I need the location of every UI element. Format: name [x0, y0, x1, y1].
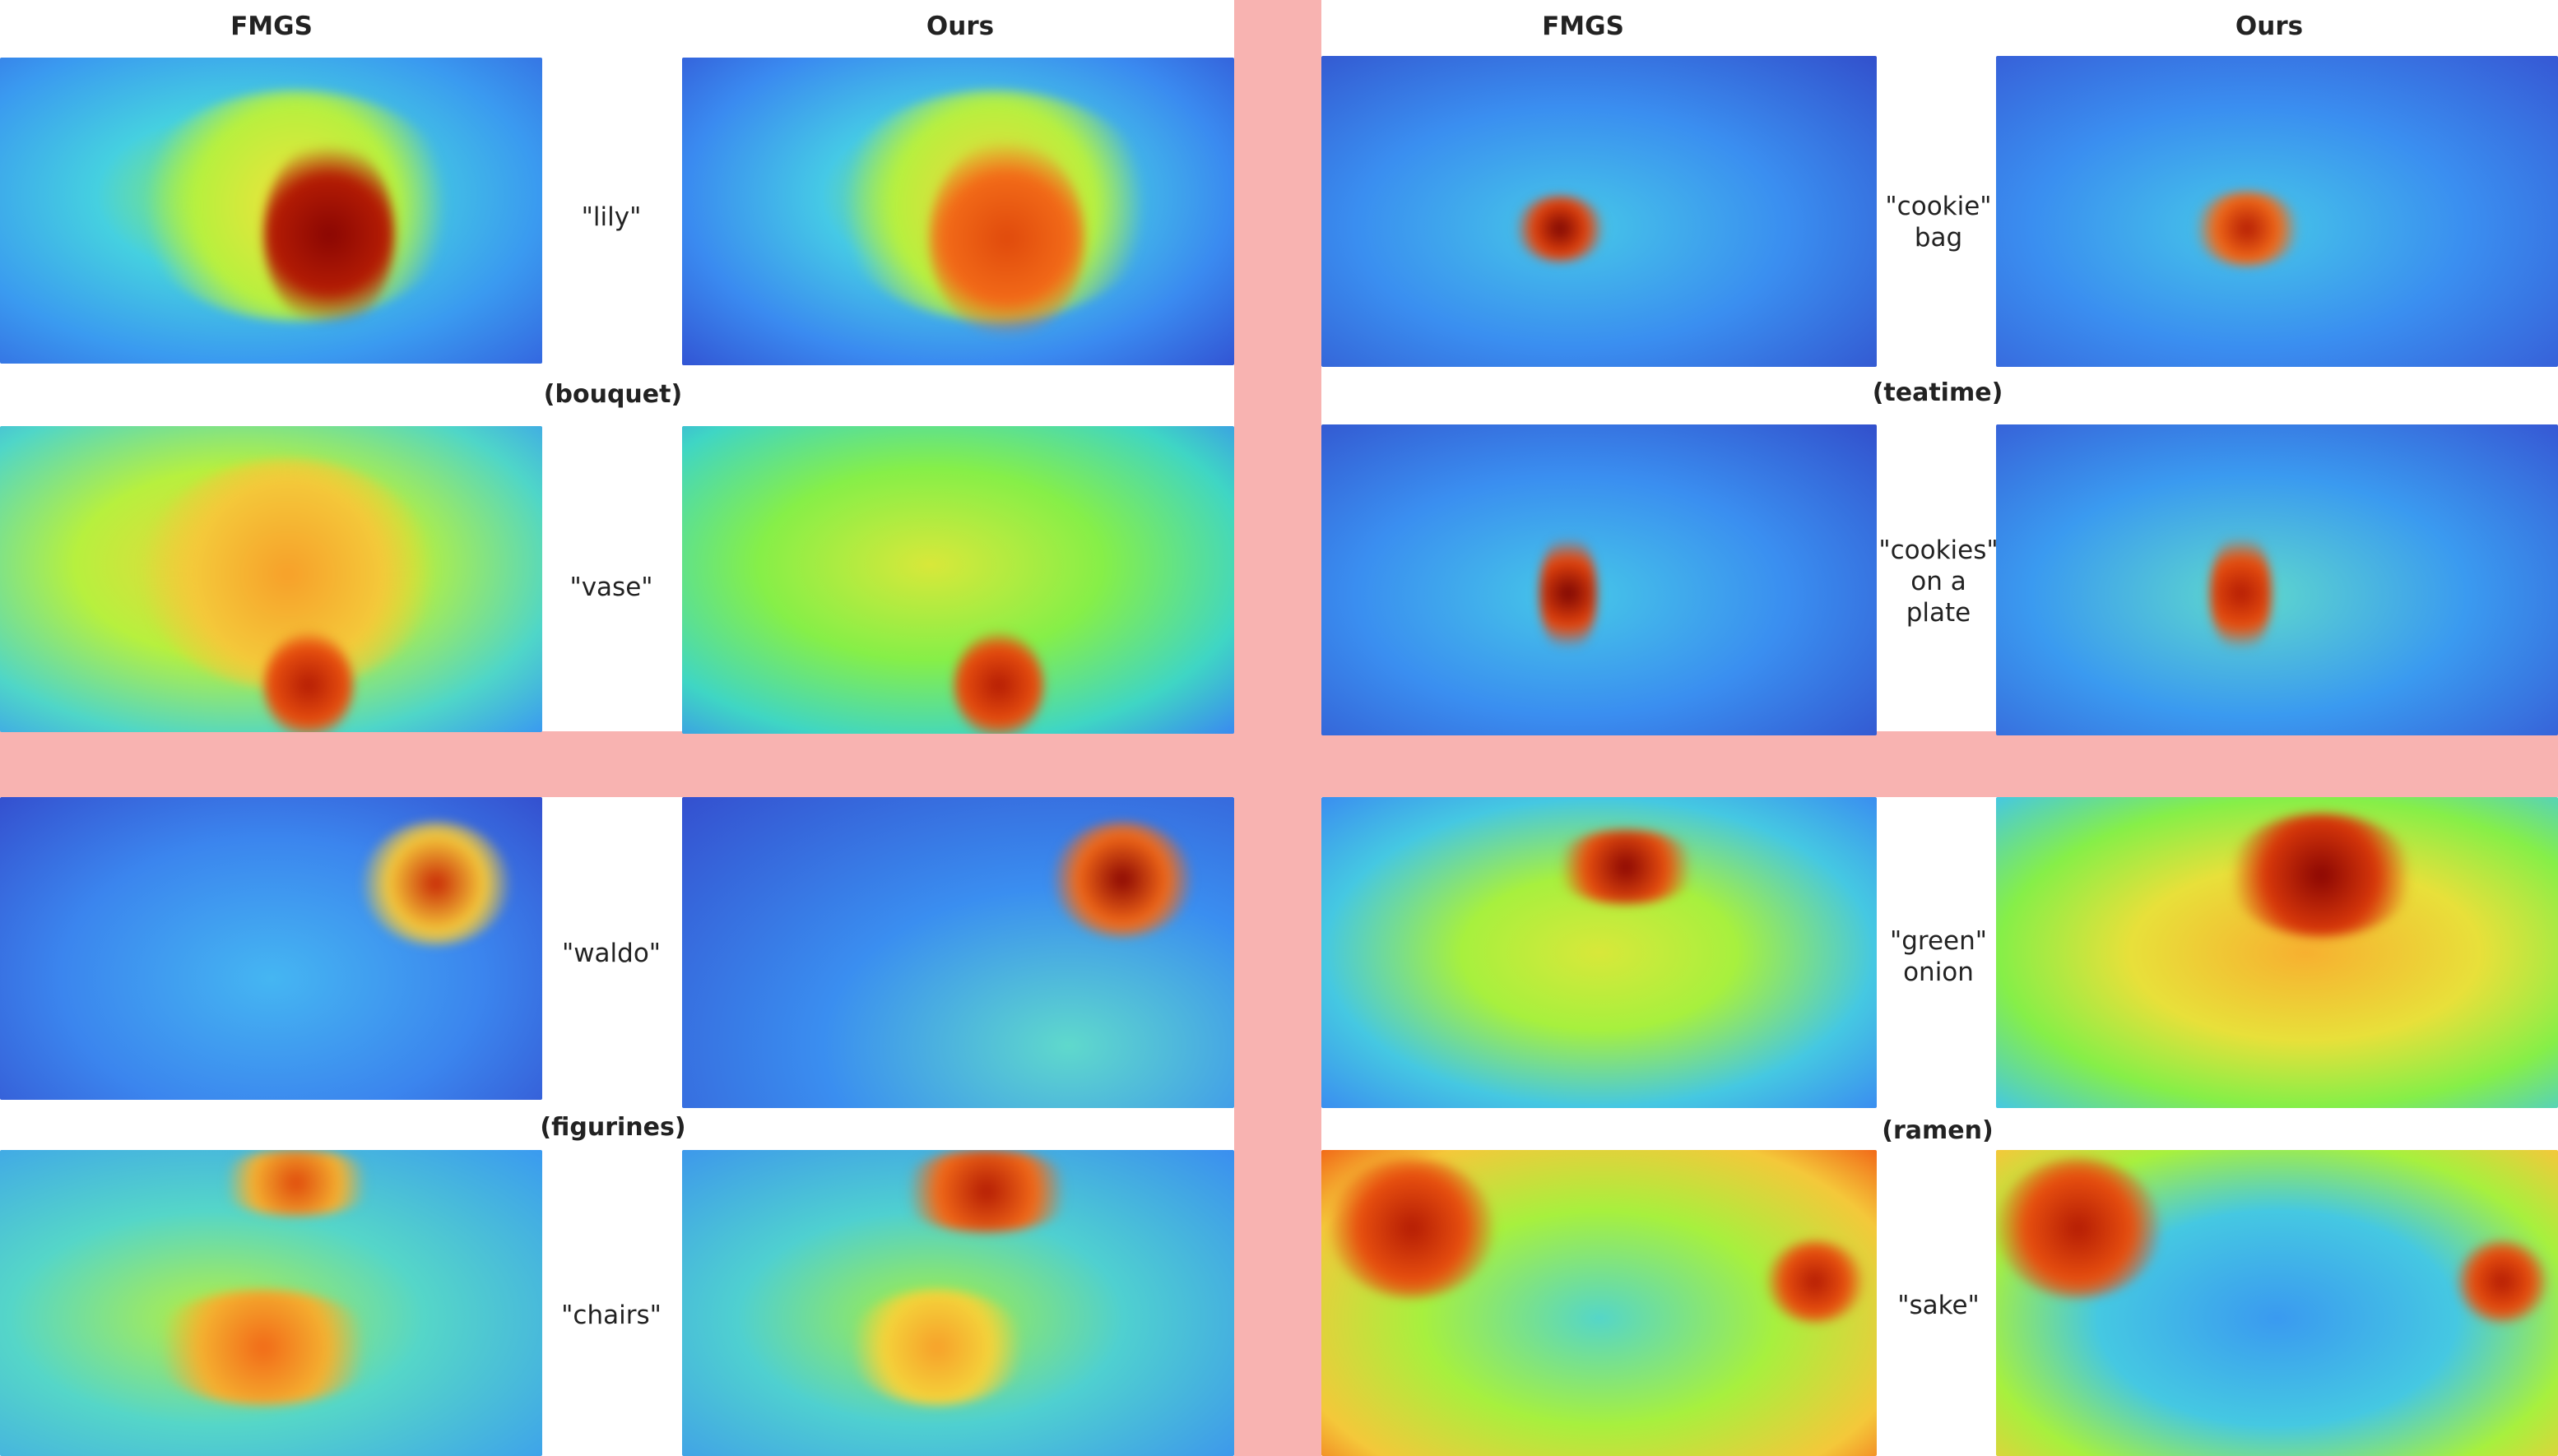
heat-hotspot: [1766, 1240, 1864, 1323]
heatmap-bouquet-vase-ours: [682, 426, 1234, 734]
scene-label-figurines: (figurines): [540, 1113, 686, 1142]
heatmap-teatime-cookies-plate-fmgs: [1321, 424, 1877, 735]
heatmap-ramen-green-onion-ours: [1996, 797, 2558, 1108]
heat-hotspot: [362, 822, 510, 945]
heatmap-teatime-cookie-bag-fmgs: [1321, 56, 1877, 367]
query-label-cookie-bag: "cookie" bag: [1885, 192, 1992, 253]
scene-label-teatime: (teatime): [1872, 378, 2003, 407]
heat-hotspot: [2194, 192, 2300, 266]
heatmap-ramen-sake-ours: [1996, 1150, 2558, 1456]
heat-hotspot: [148, 1290, 378, 1405]
heat-hotspot: [2210, 531, 2272, 655]
heatmap-ramen-green-onion-fmgs: [1321, 797, 1877, 1108]
query-label-green-onion: "green" onion: [1889, 926, 1988, 987]
query-label-waldo: "waldo": [561, 939, 662, 968]
heatmap-figurines-chairs-ours: [682, 1150, 1234, 1456]
heatmap-bouquet-lily-ours: [682, 58, 1234, 365]
heatmap-teatime-cookies-plate-ours: [1996, 424, 2558, 735]
query-label-vase: "vase": [569, 573, 653, 602]
scene-label-bouquet: (bouquet): [543, 380, 683, 409]
heat-hotspot: [847, 1290, 1028, 1405]
heatmap-bouquet-lily-fmgs: [0, 58, 542, 364]
heat-hotspot: [1539, 531, 1597, 655]
column-header-fmgs-left: FMGS: [230, 12, 313, 41]
heatmap-teatime-cookie-bag-ours: [1996, 56, 2558, 367]
heat-hotspot: [1996, 1158, 2161, 1298]
query-label-lily: "lily": [581, 202, 642, 232]
query-label-chairs: "chairs": [561, 1301, 662, 1330]
heat-hotspot: [1552, 830, 1700, 904]
heat-hotspot: [896, 1150, 1077, 1232]
heat-hotspot: [1330, 1158, 1494, 1298]
heatmap-ramen-sake-fmgs: [1321, 1150, 1877, 1456]
vertical-separator: [1234, 0, 1321, 1456]
heat-hotspot: [929, 140, 1085, 337]
heat-hotspot: [263, 632, 354, 732]
query-label-sake: "sake": [1897, 1291, 1980, 1320]
heatmap-figurines-waldo-fmgs: [0, 797, 542, 1100]
heat-hotspot: [2457, 1240, 2547, 1323]
heatmap-bouquet-vase-fmgs: [0, 426, 542, 732]
horizontal-separator: [0, 731, 2558, 797]
heat-hotspot: [1515, 196, 1605, 262]
scene-label-ramen: (ramen): [1882, 1116, 1994, 1145]
heat-hotspot: [954, 632, 1044, 734]
heatmap-figurines-chairs-fmgs: [0, 1150, 542, 1456]
heat-hotspot: [214, 1150, 378, 1216]
column-header-ours-left: Ours: [926, 12, 995, 41]
heat-hotspot: [263, 140, 395, 329]
query-label-cookies-on-plate: "cookies" on a plate: [1878, 536, 1999, 628]
heat-hotspot: [2226, 814, 2416, 937]
heat-hotspot: [1052, 822, 1192, 937]
column-header-fmgs-right: FMGS: [1542, 12, 1624, 41]
heatmap-figurines-waldo-ours: [682, 797, 1234, 1108]
column-header-ours-right: Ours: [2235, 12, 2304, 41]
